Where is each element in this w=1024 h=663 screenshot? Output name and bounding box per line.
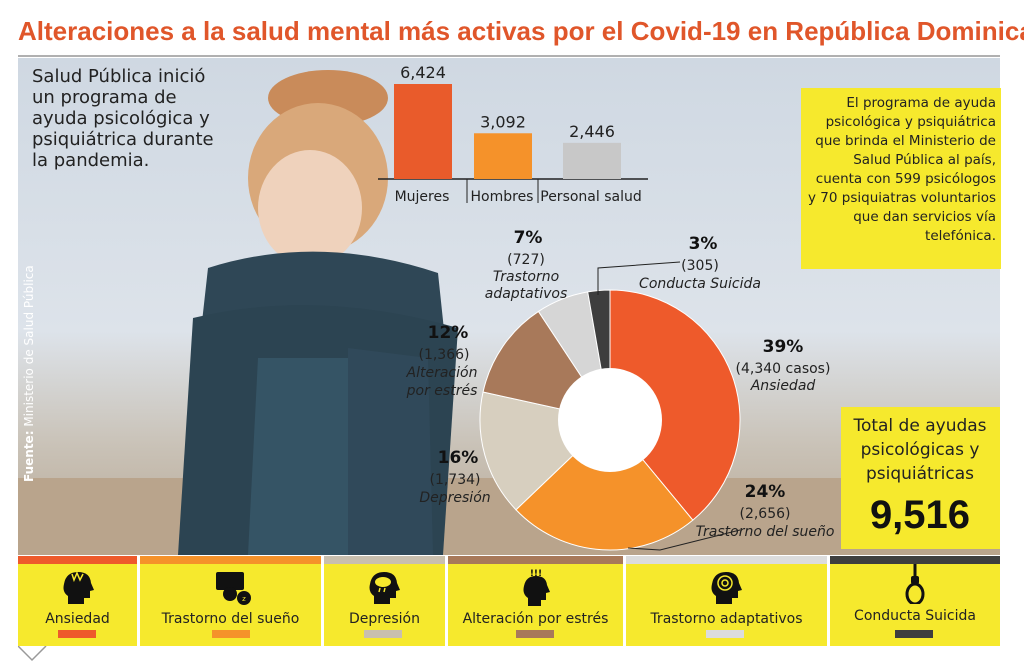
- callout-tail: [18, 646, 47, 662]
- donut-percent-label: 39%: [763, 337, 804, 357]
- bar-hombres: [474, 133, 532, 179]
- legend-top-bar: [324, 556, 445, 564]
- leader-line-sueno: [627, 529, 741, 551]
- donut-percent-label: 16%: [438, 448, 479, 468]
- legend-separator: [827, 556, 830, 646]
- head-stress-icon: !!!: [523, 569, 550, 606]
- donut-count-label: (2,656): [739, 506, 790, 522]
- legend-top-bar: [626, 556, 827, 564]
- sleep-disorder-icon: z: [216, 572, 251, 605]
- donut-count-label: (1,366): [418, 347, 469, 363]
- donut-count-label: (4,340 casos): [736, 361, 831, 377]
- donut-count-label: (1,734): [429, 472, 480, 488]
- bar-category-label: Hombres: [471, 189, 534, 205]
- legend-label: Conducta Suicida: [854, 608, 976, 624]
- woman-figure-illustration: [18, 70, 1000, 555]
- legend-item-depresion: Depresión: [324, 556, 445, 646]
- legend-swatch: [516, 630, 554, 638]
- donut-percent-label: 12%: [428, 323, 469, 343]
- donut-name-label: Ansiedad: [750, 378, 816, 394]
- legend-separator: [445, 556, 448, 646]
- head-cloud-icon: [369, 572, 400, 604]
- legend-strip: [18, 556, 1000, 646]
- svg-text:!!!: !!!: [530, 569, 542, 579]
- legend-item-ansiedad: Ansiedad: [18, 556, 137, 646]
- legend-top-bar: [448, 556, 623, 564]
- bar-value-label: 2,446: [569, 122, 615, 141]
- donut-percent-label: 3%: [689, 234, 718, 254]
- bar-mujeres: [394, 84, 452, 179]
- legend-swatch: [212, 630, 250, 638]
- intro-text: Salud Pública inició un programa de ayud…: [32, 66, 214, 171]
- bar-value-label: 3,092: [480, 112, 526, 131]
- legend-label: Alteración por estrés: [462, 611, 609, 627]
- bar-category-label: Personal salud: [540, 189, 642, 205]
- donut-count-label: (305): [681, 258, 719, 274]
- legend-item-sueno: z Trastorno del sueño: [140, 556, 321, 646]
- leader-line-suicida: [597, 261, 681, 295]
- legend-swatch: [364, 630, 402, 638]
- donut-percent-label: 7%: [514, 228, 543, 248]
- bar-personal-salud: [563, 142, 621, 179]
- legend-swatch: [706, 630, 744, 638]
- legend-separator: [321, 556, 324, 646]
- noose-icon: [905, 564, 925, 604]
- donut-hole: [558, 368, 662, 472]
- legend-top-bar: [830, 556, 1000, 564]
- head-maze-icon: [711, 572, 742, 604]
- title-rule: [18, 55, 1000, 57]
- legend-label: Ansiedad: [45, 611, 110, 627]
- svg-text:z: z: [242, 595, 246, 603]
- total-value: 9,516: [869, 493, 971, 537]
- legend-separator: [623, 556, 626, 646]
- legend-item-suicida: Conducta Suicida: [830, 556, 1000, 646]
- legend-top-bar: [18, 556, 137, 564]
- legend-separator: [137, 556, 140, 646]
- donut-percent-label: 24%: [745, 482, 786, 502]
- bar-value-label: 6,424: [400, 63, 446, 82]
- donut-name-label: adaptativos: [485, 286, 568, 302]
- legend-item-estres: !!! Alteración por estrés: [448, 556, 623, 646]
- donut-name-label: Conducta Suicida: [639, 276, 761, 292]
- legend-item-adaptativos: Trastorno adaptativos: [626, 556, 827, 646]
- page-title: Alteraciones a la salud mental más activ…: [18, 16, 1024, 46]
- donut-name-label: Depresión: [419, 490, 490, 506]
- bar-category-label: Mujeres: [395, 189, 450, 205]
- legend-swatch: [58, 630, 96, 638]
- donut-slice: [515, 419, 694, 551]
- donut-name-label: Alteración: [406, 365, 478, 381]
- legend-label: Trastorno adaptativos: [650, 611, 803, 627]
- donut-slice: [609, 289, 741, 521]
- legend-label: Trastorno del sueño: [161, 611, 300, 627]
- bar-chart: 6,424 3,092 2,446 Mujeres Hombres Person…: [378, 63, 648, 205]
- head-anxiety-icon: [63, 571, 94, 604]
- total-box: [841, 407, 1000, 549]
- donut-count-label: (727): [507, 252, 545, 268]
- legend-top-bar: [140, 556, 321, 564]
- donut-name-label: Trastorno: [493, 269, 559, 285]
- donut-name-label: Trastorno del sueño: [696, 524, 835, 540]
- info-box: [801, 88, 1001, 269]
- donut-name-label: por estrés: [406, 383, 478, 399]
- info-box-text: El programa de ayuda psicológica y psiqu…: [808, 95, 996, 244]
- total-label: Total de ayudas psicológicas y psiquiátr…: [853, 416, 987, 484]
- legend-swatch: [895, 630, 933, 638]
- legend-label: Depresión: [349, 611, 420, 627]
